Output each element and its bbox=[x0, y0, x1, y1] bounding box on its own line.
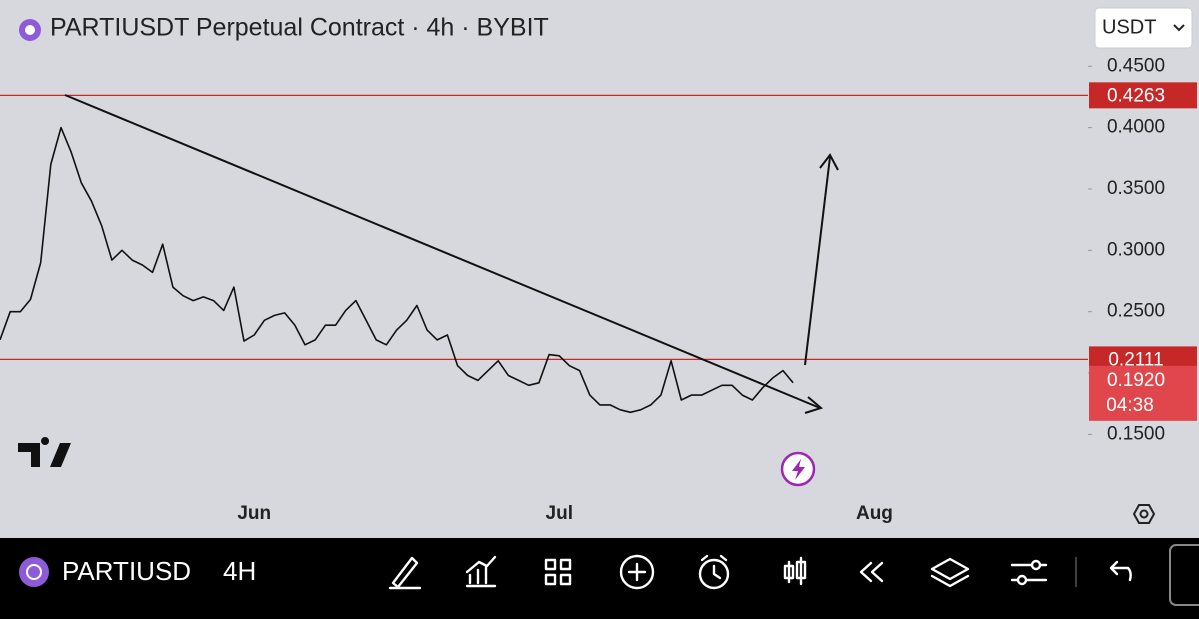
toolbar-interval[interactable]: 4H bbox=[223, 556, 256, 586]
y-tick-label: 0.3500 bbox=[1107, 178, 1165, 199]
more-tool[interactable] bbox=[1169, 544, 1199, 606]
settings-button[interactable] bbox=[1139, 509, 1149, 519]
countdown-label: 04:38 bbox=[1106, 395, 1154, 416]
x-tick-label: Jun bbox=[237, 503, 271, 524]
symbol-icon bbox=[25, 25, 35, 35]
alert-tool[interactable] bbox=[700, 554, 728, 580]
draw-tool[interactable] bbox=[388, 556, 422, 590]
projection-arrow bbox=[804, 156, 831, 366]
layers-tool[interactable] bbox=[930, 557, 970, 588]
indicators-tool[interactable] bbox=[465, 555, 497, 588]
y-tick-label: 0.4500 bbox=[1107, 55, 1165, 76]
y-tick-label: 0.4000 bbox=[1107, 117, 1165, 138]
x-tick-label: Jul bbox=[546, 503, 573, 524]
lightning-icon[interactable] bbox=[792, 459, 805, 480]
tv-logo bbox=[18, 437, 71, 467]
toolbar bbox=[0, 538, 1199, 619]
add-tool[interactable] bbox=[627, 562, 647, 582]
last-price-label: 0.1920 bbox=[1107, 370, 1165, 391]
dropdown-caret[interactable] bbox=[1173, 24, 1185, 32]
arrow-head bbox=[819, 153, 839, 171]
settings-button[interactable] bbox=[1132, 504, 1156, 524]
replay-tool[interactable] bbox=[859, 561, 884, 583]
currency-select[interactable] bbox=[1094, 7, 1193, 49]
symbol-icon bbox=[26, 564, 42, 580]
alert-tool[interactable] bbox=[698, 558, 730, 590]
chart-title: PARTIUSDT Perpetual Contract · 4h · BYBI… bbox=[50, 14, 549, 42]
level-label: 0.4263 bbox=[1107, 85, 1165, 106]
level-label: 0.2111 bbox=[1108, 349, 1163, 370]
currency-label[interactable]: USDT bbox=[1102, 16, 1156, 38]
trend-line bbox=[64, 94, 821, 409]
y-tick-label: 0.3000 bbox=[1107, 239, 1165, 260]
layout-tool[interactable] bbox=[544, 558, 572, 586]
plot: 0.15000.20000.25000.30000.35000.40000.45… bbox=[0, 55, 1197, 524]
symbol-icon bbox=[19, 557, 49, 587]
arrow-head bbox=[804, 396, 824, 414]
last-price-tag bbox=[1089, 365, 1197, 421]
toolbar-symbol[interactable]: PARTIUSD bbox=[62, 556, 191, 586]
price-line bbox=[0, 126, 794, 414]
undo-tool[interactable] bbox=[1109, 560, 1132, 582]
y-tick-label: 0.1500 bbox=[1107, 423, 1165, 444]
chart-type-tool[interactable] bbox=[783, 556, 807, 586]
settings-tool[interactable] bbox=[1016, 574, 1028, 586]
chart-background bbox=[0, 0, 1199, 538]
level-tag bbox=[1089, 82, 1197, 109]
x-tick-label: Aug bbox=[856, 503, 893, 524]
y-tick-label: 0.2500 bbox=[1107, 301, 1165, 322]
settings-tool[interactable] bbox=[1030, 559, 1042, 571]
add-tool[interactable] bbox=[619, 554, 655, 590]
